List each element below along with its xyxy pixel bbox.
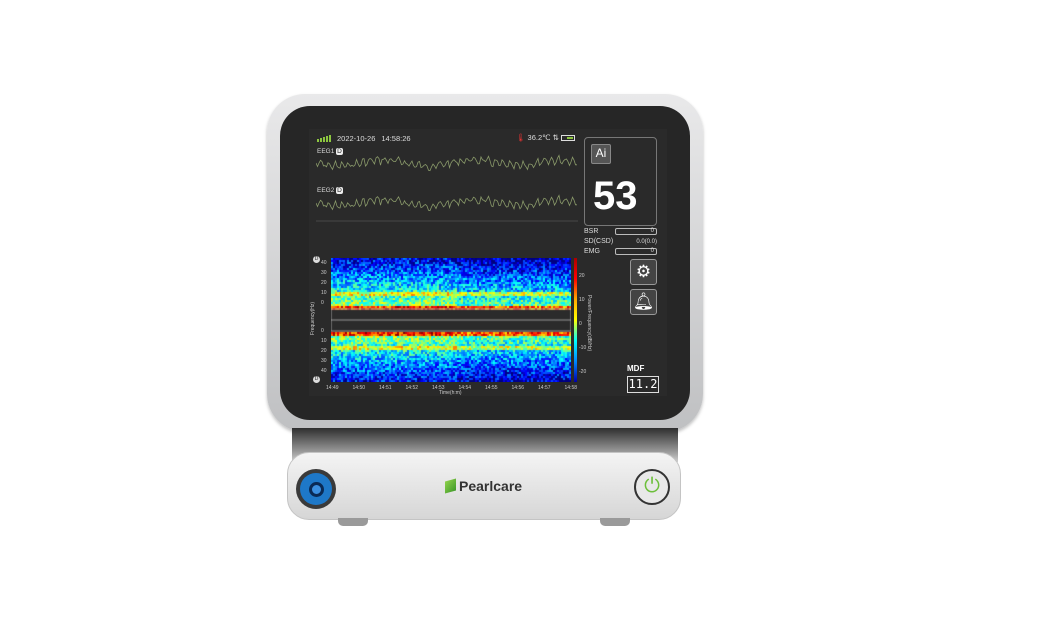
- index-value: 53: [593, 174, 638, 218]
- colorbar-tick: -10: [579, 345, 587, 351]
- gear-icon: ⚙: [635, 262, 652, 281]
- param-sdcsd: SD(CSD) 0.0(0.0): [584, 238, 657, 245]
- channel-badge-top[interactable]: D: [313, 256, 320, 263]
- foot-left: [338, 518, 368, 526]
- battery-icon: [560, 134, 575, 141]
- x-tick: 14:58: [564, 385, 578, 391]
- leaf-logo-icon: [445, 478, 456, 494]
- colorbar-label: Power/Frequency(dB/Hz): [586, 295, 592, 352]
- foot-right: [600, 518, 630, 526]
- channel-badge-bottom[interactable]: D: [313, 376, 320, 383]
- colorbar: [574, 258, 577, 382]
- eeg2-label: EEG2 D: [317, 187, 343, 194]
- index-panel: Ai 53: [584, 137, 657, 226]
- x-tick: 14:49: [326, 385, 339, 391]
- y-tick: 20: [321, 280, 327, 286]
- y-tick: 10: [321, 290, 327, 296]
- colorbar-tick: 10: [579, 297, 585, 303]
- signal-icon: [317, 135, 331, 142]
- y-tick: 30: [321, 358, 327, 364]
- y-tick: 0: [321, 300, 324, 306]
- colorbar-tick: 20: [579, 273, 585, 279]
- power-button[interactable]: ⏻: [634, 469, 670, 505]
- y-tick: 20: [321, 348, 327, 354]
- param-bsr: BSR 0: [584, 228, 657, 235]
- transfer-icon: ⇅: [552, 133, 559, 142]
- bell-icon: 🔔︎: [632, 292, 655, 311]
- param-emg: EMG 0: [584, 248, 657, 255]
- x-tick: 14:51: [379, 385, 392, 391]
- spectrogram: D D Frequency(Hz) Power/Frequency(dB/Hz)…: [309, 255, 592, 396]
- y-tick: 40: [321, 260, 327, 266]
- colorbar-tick: -20: [579, 369, 587, 375]
- monitor-base: [287, 452, 681, 520]
- y-tick: 30: [321, 270, 327, 276]
- y-tick: 40: [321, 368, 327, 374]
- eeg2-badge[interactable]: D: [336, 187, 343, 194]
- status-bar: 2022-10-26 14:58:26: [317, 134, 411, 143]
- mdf-label: MDF: [627, 364, 645, 373]
- colorbar-tick: 0: [579, 321, 582, 327]
- y-axis-label: Frequency(Hz): [310, 301, 316, 335]
- eeg2-waveform: [316, 194, 577, 212]
- y-tick: 0: [321, 328, 324, 334]
- settings-button[interactable]: ⚙: [630, 259, 657, 285]
- x-tick: 14:53: [432, 385, 445, 391]
- eeg1-waveform: [316, 154, 577, 172]
- eeg1-badge[interactable]: D: [336, 148, 343, 155]
- thermometer-icon: 🌡: [516, 133, 526, 142]
- sensor-port[interactable]: [296, 469, 336, 509]
- x-tick: 14:52: [405, 385, 419, 391]
- mdf-value: 11.2: [627, 376, 659, 393]
- status-right: 🌡 36.2℃ ⇅: [516, 133, 575, 142]
- monitor-screen: 2022-10-26 14:58:26 🌡 36.2℃ ⇅ EEG1 D EEG…: [309, 129, 667, 396]
- x-tick: 14:56: [511, 385, 525, 391]
- eeg1-label: EEG1 D: [317, 148, 343, 155]
- power-icon: ⏻: [644, 475, 660, 497]
- x-tick: 14:57: [538, 385, 551, 391]
- y-tick: 10: [321, 338, 327, 344]
- status-time: 14:58:26: [381, 134, 411, 143]
- spectrogram-heatmap: [331, 258, 571, 382]
- status-date: 2022-10-26: [337, 134, 376, 143]
- x-tick: 14:50: [352, 385, 366, 391]
- alarm-button[interactable]: 🔔︎: [630, 289, 657, 315]
- ai-badge[interactable]: Ai: [591, 144, 611, 164]
- x-tick: 14:55: [485, 385, 498, 391]
- x-axis-label: Time(h:m): [439, 390, 462, 396]
- temperature: 36.2℃: [527, 133, 551, 142]
- eeg-waveforms: [316, 154, 578, 222]
- x-tick: 14:54: [458, 385, 472, 391]
- brand-logo: Pearlcare: [445, 478, 522, 494]
- brand-name: Pearlcare: [459, 478, 523, 494]
